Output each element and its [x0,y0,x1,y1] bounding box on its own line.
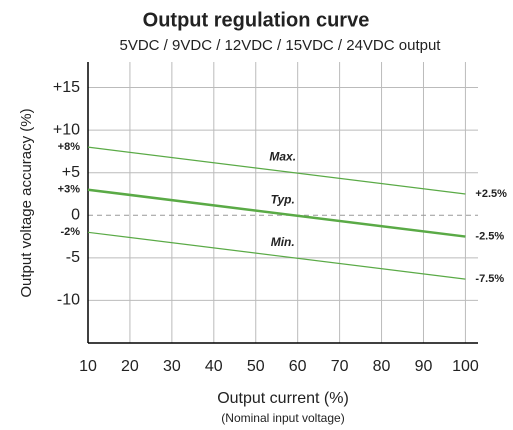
chart-title: Output regulation curve [143,9,370,31]
y-axis-label: Output voltage accuracy (%) [18,108,35,297]
x-axis-label: Output current (%) [217,390,349,407]
x-tick-label: 50 [247,358,265,375]
y-tick-label: +5 [62,164,80,181]
x-tick-label: 100 [452,358,479,375]
x-tick-label: 80 [373,358,391,375]
series-label: Max. [269,150,296,164]
value-label: -2% [60,226,80,238]
value-label: -7.5% [475,273,504,285]
value-label: +2.5% [475,188,507,200]
series-label: Min. [271,235,295,249]
x-tick-label: 60 [289,358,307,375]
value-label: -2.5% [475,230,504,242]
x-axis-sublabel: (Nominal input voltage) [221,411,344,425]
y-tick-label: -5 [66,249,80,266]
y-tick-label: -10 [57,292,80,309]
y-tick-label: +15 [53,79,80,96]
y-tick-label: +10 [53,121,80,138]
value-label: +3% [58,184,81,196]
x-tick-label: 20 [121,358,139,375]
x-tick-label: 70 [331,358,349,375]
value-label: +8% [58,141,81,153]
x-tick-label: 40 [205,358,223,375]
x-tick-label: 30 [163,358,181,375]
series-label: Typ. [271,192,295,206]
x-tick-label: 90 [415,358,433,375]
series-line [87,188,466,238]
x-tick-label: 10 [79,358,97,375]
chart-subtitle: 5VDC / 9VDC / 12VDC / 15VDC / 24VDC outp… [120,37,442,54]
series-line [87,146,466,195]
y-tick-label: 0 [71,206,80,223]
series-line [87,231,466,280]
